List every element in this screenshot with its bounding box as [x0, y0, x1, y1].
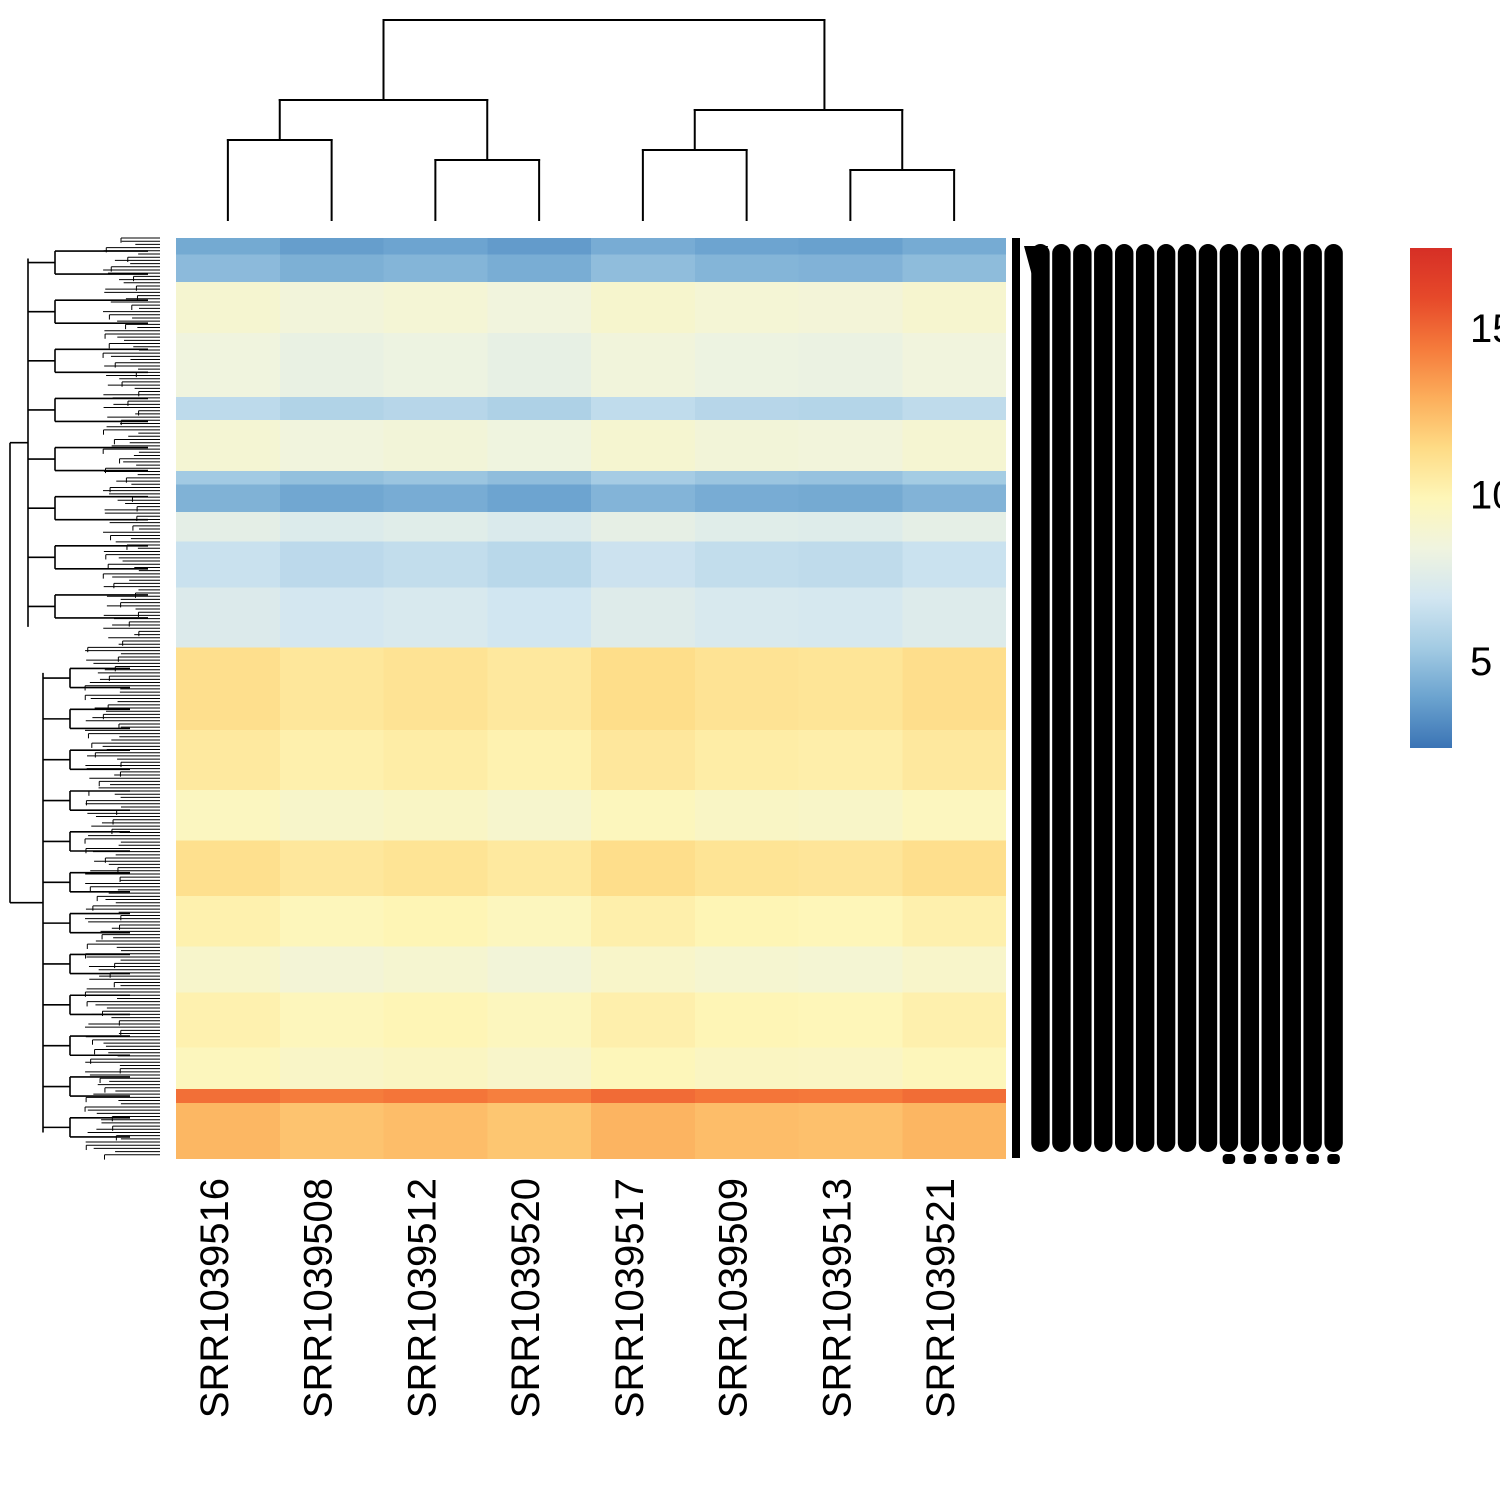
colorbar-tick-label: 10 [1470, 474, 1500, 518]
row-labels-overplotted [1012, 238, 1343, 1164]
colorbar-tick-label: 15 [1470, 307, 1500, 351]
heatmap [176, 238, 1006, 1159]
column-label: SRR1039512 [400, 1178, 444, 1418]
column-label: SRR1039521 [919, 1178, 963, 1418]
column-label: SRR1039520 [504, 1178, 548, 1418]
column-label: SRR1039509 [712, 1178, 756, 1418]
colorbar-tick-label: 5 [1470, 640, 1492, 684]
column-label: SRR1039517 [608, 1178, 652, 1418]
column-label: SRR1039516 [193, 1178, 237, 1418]
figure-svg: SRR1039516 SRR1039508 SRR1039512 SRR1039520… [0, 0, 1500, 1500]
column-label: SRR1039508 [297, 1178, 341, 1418]
column-dendrogram [228, 20, 954, 220]
row-dendrogram [10, 238, 160, 1160]
colorbar: 5 10 15 [1410, 248, 1500, 748]
column-labels: SRR1039516 SRR1039508 SRR1039512 SRR1039520… [193, 1178, 963, 1418]
column-label: SRR1039513 [815, 1178, 859, 1418]
clustered-heatmap-figure: SRR1039516 SRR1039508 SRR1039512 SRR1039520… [0, 0, 1500, 1500]
